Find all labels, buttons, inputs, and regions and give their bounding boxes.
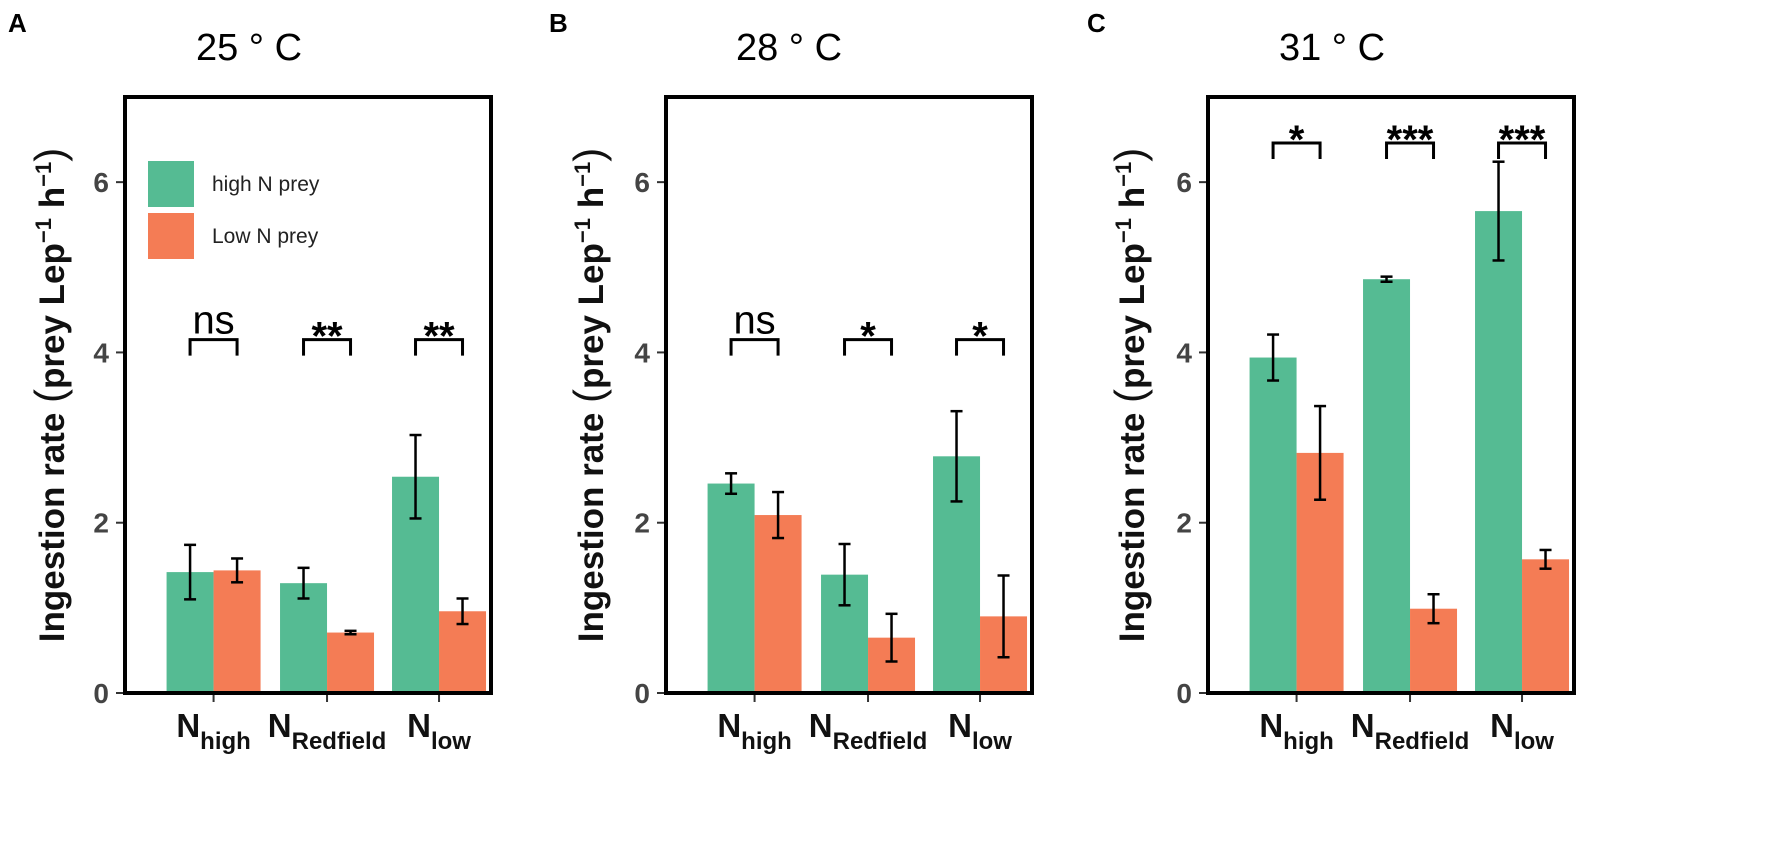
y-tick-label: 2 xyxy=(93,508,109,539)
significance-label: ** xyxy=(311,315,343,359)
significance-label: * xyxy=(860,315,876,359)
plot-frame xyxy=(664,95,1034,695)
panel-title: 25 ° C xyxy=(196,27,302,69)
legend-swatch-1 xyxy=(148,213,194,259)
y-tick-label: 2 xyxy=(634,508,650,539)
x-tick-label: NRedfield xyxy=(268,707,387,755)
y-axis-label: Ingestion rate (prey Lep−1 h−1) xyxy=(1106,148,1153,642)
significance-bracket xyxy=(955,338,1006,356)
significance-bracket xyxy=(414,338,465,356)
significance-bracket xyxy=(843,338,894,356)
significance-bracket xyxy=(1497,141,1548,159)
significance-bracket xyxy=(302,338,353,356)
y-tick-label: 0 xyxy=(93,678,109,709)
panel-letter: C xyxy=(1087,8,1106,38)
bar-low-n-redfield xyxy=(327,632,375,693)
x-tick-label: Nlow xyxy=(948,707,1012,755)
bar-high-n-low xyxy=(1475,211,1523,693)
x-tick-label: NRedfield xyxy=(809,707,928,755)
legend-label: high N prey xyxy=(212,173,320,196)
x-tick-label: Nhigh xyxy=(1259,707,1334,755)
panel-c: C 31 ° C 0 2 4 6 Ingestion rate (prey Lep−1 h−… xyxy=(1087,8,1576,755)
y-tick-label: 6 xyxy=(93,167,109,198)
significance-label: ** xyxy=(423,315,455,359)
significance-label: *** xyxy=(1387,118,1434,162)
significance-label: ns xyxy=(192,299,234,343)
significance-label: *** xyxy=(1499,118,1546,162)
bar-high-n-redfield xyxy=(1363,279,1411,693)
bar-low-n-low xyxy=(1522,559,1570,693)
bar-high-n-high xyxy=(707,483,755,693)
y-axis-label: Ingestion rate (prey Lep−1 h−1) xyxy=(26,148,73,642)
y-tick-label: 0 xyxy=(634,678,650,709)
significance-label: ns xyxy=(733,299,775,343)
x-tick-label: NRedfield xyxy=(1351,707,1470,755)
y-tick-label: 4 xyxy=(93,337,109,368)
plot-frame xyxy=(1206,95,1576,695)
significance-bracket xyxy=(188,338,239,356)
y-tick-label: 6 xyxy=(634,167,650,198)
legend-label: Low N prey xyxy=(212,225,319,248)
significance-label: * xyxy=(972,315,988,359)
significance-bracket xyxy=(1385,141,1436,159)
panel-title: 31 ° C xyxy=(1279,27,1385,69)
x-tick-label: Nlow xyxy=(407,707,471,755)
panel-b: B 28 ° C 0 2 4 6 Ingestion rate (prey Lep−1 h−… xyxy=(549,8,1034,755)
x-tick-label: Nhigh xyxy=(717,707,792,755)
panel-letter: B xyxy=(549,8,568,38)
panel-title: 28 ° C xyxy=(736,27,842,69)
y-axis-label: Ingestion rate (prey Lep−1 h−1) xyxy=(565,148,612,642)
panel-letter: A xyxy=(8,8,27,38)
x-tick-label: Nlow xyxy=(1490,707,1554,755)
y-tick-label: 4 xyxy=(1176,337,1192,368)
bar-low-n-high xyxy=(754,515,802,693)
y-tick-label: 4 xyxy=(634,337,650,368)
bar-low-n-high xyxy=(213,570,261,693)
bar-high-n-high xyxy=(1249,357,1297,693)
plot-frame xyxy=(123,95,493,695)
y-tick-label: 0 xyxy=(1176,678,1192,709)
y-tick-label: 2 xyxy=(1176,508,1192,539)
x-tick-label: Nhigh xyxy=(176,707,251,755)
panel-a: A 25 ° C 0 2 4 6 Ingestion rate (prey Lep−1 h−… xyxy=(8,8,493,755)
significance-bracket xyxy=(729,338,780,356)
bar-high-n-redfield xyxy=(280,583,328,693)
y-tick-label: 6 xyxy=(1176,167,1192,198)
significance-label: * xyxy=(1289,118,1305,162)
legend-swatch-0 xyxy=(148,161,194,207)
significance-bracket xyxy=(1271,141,1322,159)
